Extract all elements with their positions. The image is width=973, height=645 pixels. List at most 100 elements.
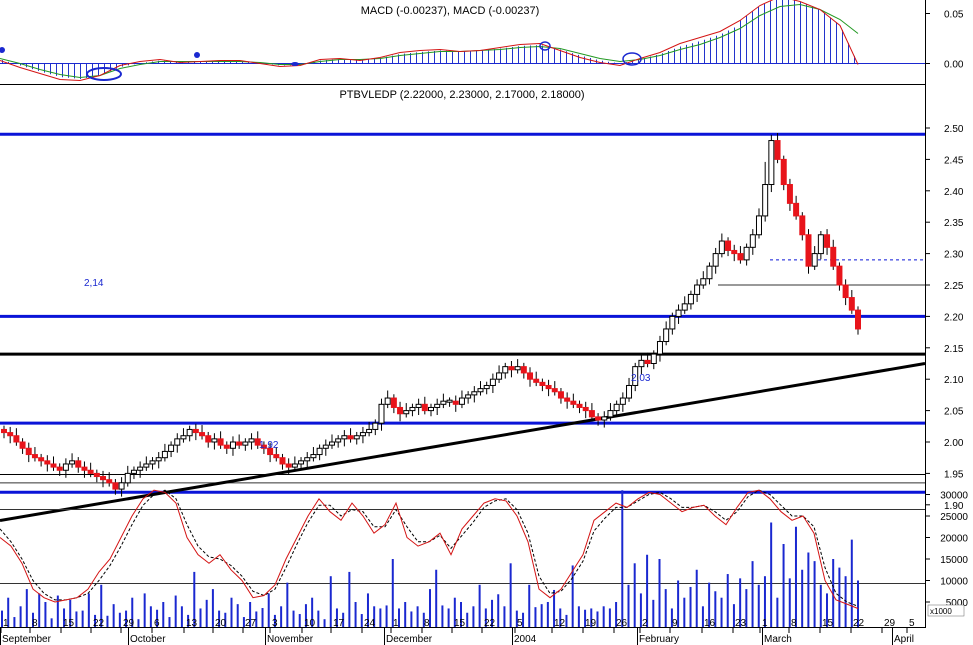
day-label: 29 xyxy=(123,618,135,629)
candle xyxy=(149,457,156,470)
price-tick-label: 2.40 xyxy=(944,187,964,198)
month-label: February xyxy=(639,634,679,645)
candle xyxy=(570,393,577,409)
candle xyxy=(403,403,410,418)
day-label: 8 xyxy=(424,618,430,629)
candle xyxy=(180,428,187,443)
candle xyxy=(112,479,119,495)
volume-tick-label: 15000 xyxy=(940,555,968,566)
day-label: 2 xyxy=(642,618,648,629)
candle xyxy=(489,373,496,394)
candle xyxy=(440,393,447,409)
candle xyxy=(749,229,756,255)
macd-cross-marker-6 xyxy=(291,62,299,66)
candle xyxy=(718,233,725,258)
volume-tick-label: 20000 xyxy=(940,534,968,545)
candle xyxy=(279,453,286,470)
candle xyxy=(557,387,564,404)
candle xyxy=(471,386,478,403)
candle xyxy=(298,457,305,470)
candle xyxy=(409,403,416,417)
day-label: 29 xyxy=(884,618,896,629)
candle xyxy=(155,452,162,469)
candle xyxy=(817,230,824,260)
candle xyxy=(545,379,552,397)
day-label: 3 xyxy=(272,618,278,629)
candle xyxy=(143,456,150,471)
candle xyxy=(291,456,298,471)
candle xyxy=(830,239,837,270)
macd-panel: MACD (-0.00237), MACD (-0.00237) 0.000.0… xyxy=(0,0,964,82)
price-panel: PTBVLEDP (2.22000, 2.23000, 2.17000, 2.1… xyxy=(0,89,964,522)
candle xyxy=(824,229,831,255)
label-1-92: 1,92 xyxy=(259,440,279,451)
macd-cross-marker-4 xyxy=(0,47,5,53)
volume-tick-label: 5000 xyxy=(946,598,969,609)
candle xyxy=(786,178,793,211)
candle xyxy=(576,400,583,414)
price-tick-label: 2.25 xyxy=(944,281,964,292)
candle xyxy=(842,279,849,306)
day-label: 22 xyxy=(93,618,105,629)
candle xyxy=(223,441,230,454)
candle xyxy=(743,243,750,266)
candle xyxy=(359,426,366,444)
month-label: 2004 xyxy=(514,634,537,645)
candle xyxy=(174,433,181,453)
macd-cross-marker-3 xyxy=(622,52,642,66)
price-horizontal-lines xyxy=(0,132,925,494)
candle xyxy=(100,470,107,488)
candle xyxy=(768,134,775,193)
candle xyxy=(56,463,63,476)
month-label: October xyxy=(130,634,166,645)
candle xyxy=(335,435,342,448)
candle xyxy=(458,390,465,409)
candle xyxy=(192,423,199,441)
candle xyxy=(595,413,602,426)
candle xyxy=(273,447,280,462)
candle xyxy=(508,360,515,378)
candle xyxy=(19,438,26,454)
candle xyxy=(304,452,311,469)
macd-title: MACD (-0.00237), MACD (-0.00237) xyxy=(361,5,540,17)
candle xyxy=(248,433,255,450)
day-label: 16 xyxy=(704,618,716,629)
day-label: 10 xyxy=(304,618,316,629)
candle xyxy=(675,304,682,324)
macd-cross-marker-5 xyxy=(194,52,200,58)
candle xyxy=(582,401,589,419)
candle xyxy=(607,403,614,421)
candle xyxy=(211,433,218,450)
candle xyxy=(514,359,521,374)
candle xyxy=(588,403,595,421)
candle xyxy=(539,378,546,392)
day-label: 15 xyxy=(454,618,466,629)
candle xyxy=(799,212,806,241)
candle xyxy=(328,434,335,449)
candle xyxy=(681,296,688,314)
panel-frames xyxy=(0,0,926,628)
candle xyxy=(62,458,69,478)
price-tick-label: 1.95 xyxy=(944,469,964,480)
candle xyxy=(755,208,762,239)
candle xyxy=(341,430,348,447)
volume-unit-label: x1000 xyxy=(930,607,952,616)
candle xyxy=(446,397,453,407)
candle xyxy=(390,394,397,414)
candle xyxy=(638,354,645,375)
candle xyxy=(811,246,818,270)
price-axis-ticks: 1.90 1.95 2.00 2.05 2.10 2.15 2.20 2.25 2.30 2.35… xyxy=(925,124,964,512)
candle xyxy=(421,396,428,415)
candle xyxy=(316,444,323,461)
price-tick-label: 2.10 xyxy=(944,375,964,386)
day-label: 22 xyxy=(484,618,496,629)
candle xyxy=(502,362,509,379)
candle xyxy=(347,428,354,443)
macd-tick-label: 0.05 xyxy=(944,10,964,21)
day-label: 5 xyxy=(909,618,915,629)
candle xyxy=(601,411,608,428)
macd-cross-marker-1 xyxy=(86,67,122,81)
candle xyxy=(378,398,385,431)
